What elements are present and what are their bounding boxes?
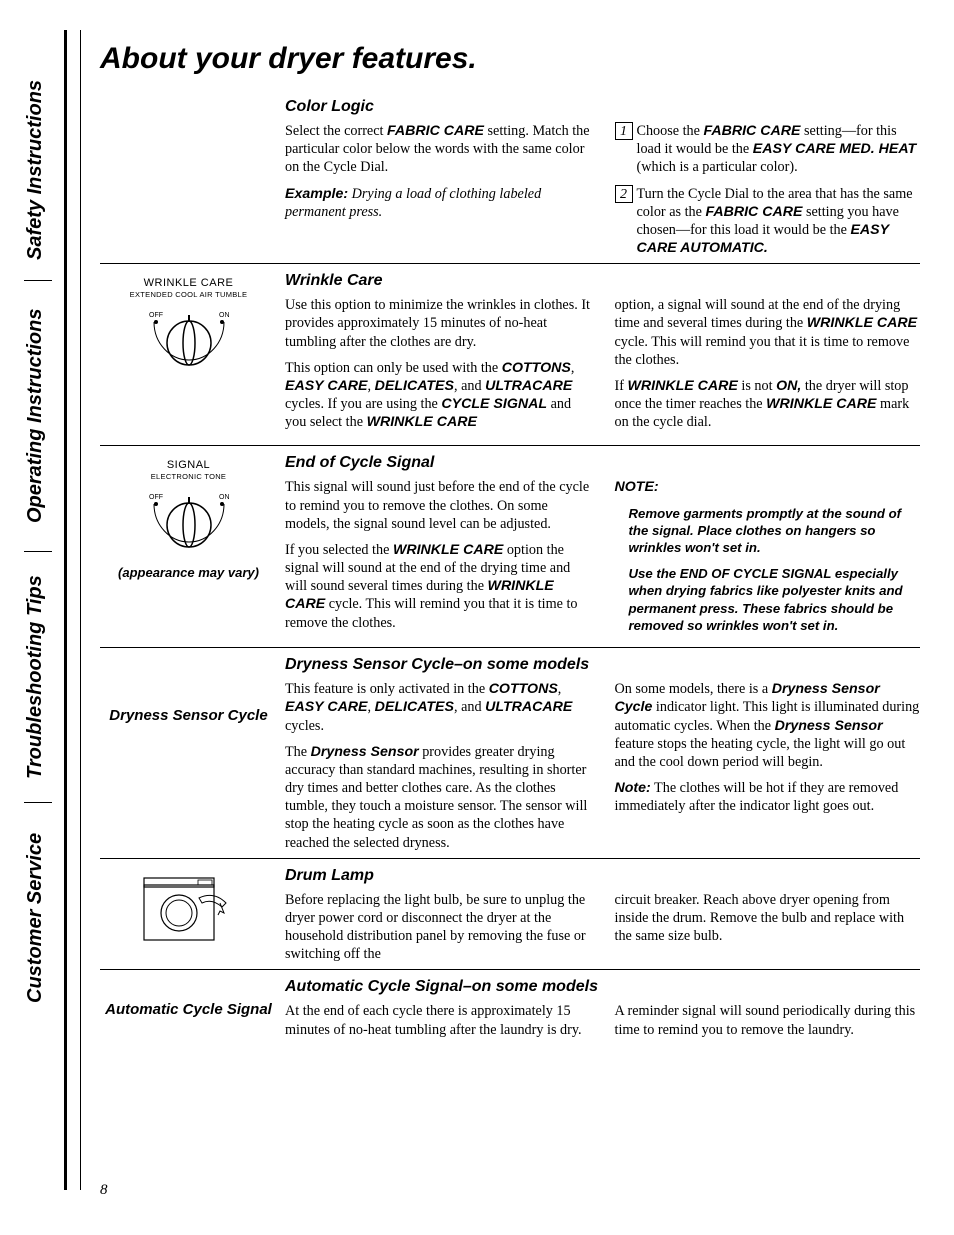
- para: At the end of each cycle there is approx…: [285, 1002, 591, 1038]
- section-acs: Automatic Cycle Signal Automatic Cycle S…: [100, 969, 920, 1046]
- tab-customer: Customer Service: [24, 803, 54, 1033]
- page-content: About your dryer features. Color Logic S…: [100, 42, 920, 1047]
- para: Note: The clothes will be hot if they ar…: [615, 779, 921, 815]
- para: This signal will sound just before the e…: [285, 478, 591, 533]
- sidebar-tabs: Safety Instructions Operating Instructio…: [24, 60, 54, 1160]
- svg-text:ON: ON: [219, 494, 230, 501]
- svg-text:ON: ON: [219, 312, 230, 319]
- para: On some models, there is a Dryness Senso…: [615, 680, 921, 771]
- dial-label: WRINKLE CARE: [100, 278, 277, 290]
- heading-dryness: Dryness Sensor Cycle–on some models: [285, 656, 920, 674]
- para: Use this option to minimize the wrinkles…: [285, 296, 591, 351]
- section-color-logic: Color Logic Select the correct FABRIC CA…: [100, 90, 920, 257]
- tab-safety: Safety Instructions: [24, 60, 54, 280]
- step-number-icon: 2: [615, 185, 633, 203]
- para: If WRINKLE CARE is not ON, the dryer wil…: [615, 377, 921, 432]
- para: A reminder signal will sound periodicall…: [615, 1002, 921, 1038]
- svg-text:OFF: OFF: [149, 494, 163, 501]
- page-number: 8: [100, 1182, 108, 1199]
- section-dryness: Dryness Sensor Cycle Dryness Sensor Cycl…: [100, 647, 920, 852]
- rule-inner: [80, 30, 81, 1190]
- heading-eocs: End of Cycle Signal: [285, 454, 920, 472]
- section-wrinkle-care: WRINKLE CARE EXTENDED COOL AIR TUMBLE OF…: [100, 263, 920, 439]
- step-1: 1 Choose the FABRIC CARE setting—for thi…: [615, 122, 921, 177]
- heading-color-logic: Color Logic: [285, 98, 920, 116]
- dial-sublabel: ELECTRONIC TONE: [100, 472, 277, 481]
- heading-drum-lamp: Drum Lamp: [285, 867, 920, 885]
- para: This feature is only activated in the CO…: [285, 680, 591, 735]
- note-body: Remove garments promptly at the sound of…: [615, 505, 921, 557]
- appearance-note: (appearance may vary): [100, 565, 277, 580]
- page-title: About your dryer features.: [100, 42, 920, 76]
- heading-wrinkle: Wrinkle Care: [285, 272, 920, 290]
- rule-outer: [64, 30, 67, 1190]
- tab-operating: Operating Instructions: [24, 281, 54, 551]
- section-eocs: SIGNAL ELECTRONIC TONE OFF ON (appearanc…: [100, 445, 920, 641]
- left-heading: Dryness Sensor Cycle: [100, 706, 277, 726]
- note-head: NOTE:: [615, 478, 921, 496]
- para: option, a signal will sound at the end o…: [615, 296, 921, 369]
- note-body: Use the END OF CYCLE SIGNAL especially w…: [615, 565, 921, 635]
- para: Before replacing the light bulb, be sure…: [285, 891, 591, 964]
- para: Select the correct FABRIC CARE setting. …: [285, 122, 591, 177]
- dryer-illustration-icon: [134, 873, 244, 951]
- para: The Dryness Sensor provides greater dryi…: [285, 743, 591, 852]
- para: circuit breaker. Reach above dryer openi…: [615, 891, 921, 946]
- heading-acs: Automatic Cycle Signal–on some models: [285, 978, 920, 996]
- dial-label: SIGNAL: [100, 460, 277, 472]
- para-example: Example: Drying a load of clothing label…: [285, 185, 591, 221]
- para: This option can only be used with the CO…: [285, 359, 591, 432]
- left-heading: Automatic Cycle Signal: [100, 1000, 277, 1020]
- para: If you selected the WRINKLE CARE option …: [285, 541, 591, 632]
- dial-icon: OFF ON: [139, 487, 239, 557]
- step-2: 2 Turn the Cycle Dial to the area that h…: [615, 185, 921, 258]
- dial-sublabel: EXTENDED COOL AIR TUMBLE: [100, 290, 277, 299]
- dial-icon: OFF ON: [139, 305, 239, 375]
- tab-troubleshooting: Troubleshooting Tips: [24, 552, 54, 802]
- step-number-icon: 1: [615, 122, 633, 140]
- section-drum-lamp: Drum Lamp Before replacing the light bul…: [100, 858, 920, 964]
- svg-text:OFF: OFF: [149, 312, 163, 319]
